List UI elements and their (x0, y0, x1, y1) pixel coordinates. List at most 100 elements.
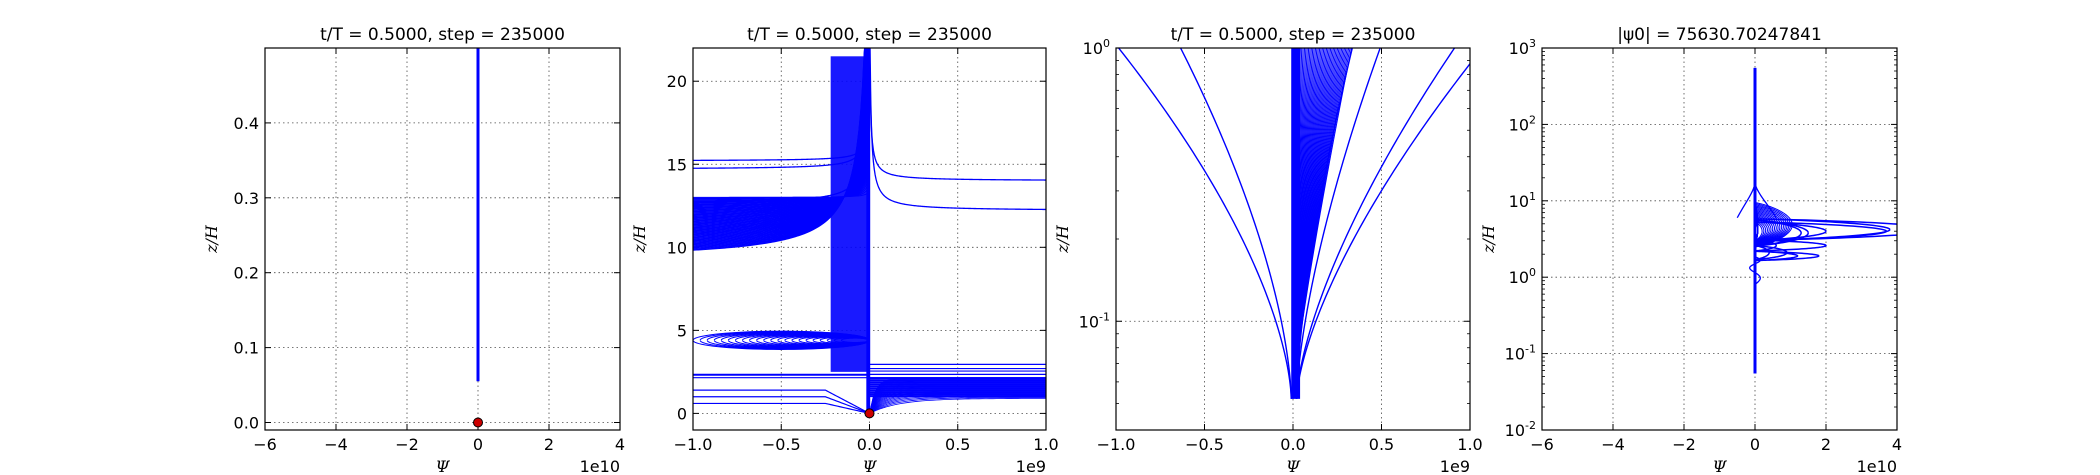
series-line (869, 395, 1046, 414)
dense-fill-left (830, 56, 870, 372)
series-line (693, 402, 868, 414)
series-line (869, 380, 1046, 414)
y-tick-label: 100 (1509, 266, 1536, 287)
series-line (869, 397, 1046, 414)
series-line (1736, 182, 1756, 219)
x-tick-label: −6 (253, 435, 277, 454)
y-tick-label: 103 (1509, 37, 1536, 58)
x-tick-label: −6 (1530, 435, 1554, 454)
series-line (869, 378, 1046, 414)
chart-panel-3: −1.0 −0.5 0.0 0.5 1.0 10-1 100 t/T = 0.5000, st… (1053, 25, 1483, 475)
series-line (869, 387, 1046, 414)
x-tick-label: 0.0 (857, 435, 882, 454)
x-offset-label: 1e9 (1440, 457, 1470, 475)
plot-lines (1117, 48, 1470, 399)
y-tick-label: 0.4 (234, 114, 259, 133)
x-axis-label: Ψ (1286, 457, 1301, 475)
y-tick-label: 15 (667, 155, 687, 174)
y-tick-label: 10-2 (1505, 419, 1536, 440)
series-line (869, 382, 1046, 414)
series-line (869, 379, 1046, 414)
central-column (1291, 48, 1301, 399)
y-tick-label: 101 (1509, 190, 1536, 211)
plot-frame (264, 47, 621, 431)
series-line (869, 389, 1046, 414)
y-tick-label: 10-1 (1079, 310, 1110, 331)
series-line (869, 394, 1046, 414)
series-line (869, 393, 1046, 414)
chart-panel-2: −1.0 −0.5 0.0 0.5 1.0 0 5 10 15 20 t/T = 0.5000, s… (630, 25, 1059, 475)
series-line (1117, 48, 1292, 399)
series-line (1754, 244, 1788, 261)
series-line (869, 384, 1046, 414)
y-tick-label: 102 (1509, 113, 1536, 134)
x-tick-label: 4 (615, 435, 625, 454)
series-line (693, 396, 868, 414)
series-line (869, 386, 1046, 414)
chart-panel-1: −6 −4 −2 0 2 4 0.0 0.1 0.2 0.3 0.4 t/T = 0.5000, st… (202, 25, 625, 475)
chart-title: t/T = 0.5000, step = 235000 (747, 25, 992, 45)
series-line (869, 62, 1046, 181)
y-tick-label: 10 (667, 238, 687, 257)
x-tick-label: 0.5 (945, 435, 970, 454)
series-line (869, 383, 1046, 414)
series-line (869, 48, 1046, 211)
series-line (869, 385, 1046, 414)
plot-lines (1736, 67, 1897, 374)
series-line (869, 388, 1046, 414)
x-tick-label: 0 (473, 435, 483, 454)
series-line (1754, 182, 1777, 219)
x-offset-label: 1e9 (1016, 457, 1046, 475)
plot-lines (693, 48, 1046, 417)
plot-frame (1541, 47, 1898, 431)
x-offset-label: 1e10 (580, 457, 620, 475)
x-tick-label: 2 (544, 435, 554, 454)
series-line (869, 398, 1046, 414)
y-tick-label: 0.0 (234, 414, 259, 433)
series-line (1749, 255, 1761, 286)
series-line (1295, 48, 1456, 399)
x-tick-label: 0 (1750, 435, 1760, 454)
y-axis-label: z/H (1053, 224, 1072, 254)
plot-frame (1115, 47, 1471, 431)
series-line (869, 396, 1046, 414)
chart-title: t/T = 0.5000, step = 235000 (320, 25, 565, 45)
x-tick-label: 1.0 (1457, 435, 1482, 454)
x-tick-label: 0.5 (1369, 435, 1394, 454)
series-line (1754, 250, 1820, 262)
series-line (693, 389, 869, 413)
y-axis-label: z/H (202, 224, 221, 254)
x-tick-label: −4 (324, 435, 348, 454)
series-line (1753, 202, 1793, 248)
series-line (1179, 48, 1292, 399)
y-tick-label: 10-1 (1505, 343, 1536, 364)
chart-panel-4: −6 −4 −2 0 2 4 10-2 10-1 100 101 102 103 |ψ0| = 7563… (1479, 25, 1902, 475)
series-line (869, 392, 1046, 414)
plot-frame (692, 47, 1047, 431)
x-axis-label: Ψ (435, 457, 450, 475)
x-axis-label: Ψ (862, 457, 877, 475)
series-line (869, 383, 1046, 414)
x-tick-label: 0.0 (1280, 435, 1305, 454)
chart-title: |ψ0| = 75630.70247841 (1617, 25, 1822, 45)
y-axis-label: z/H (630, 224, 649, 254)
y-tick-label: 0.1 (234, 339, 259, 358)
x-tick-label: 2 (1821, 435, 1831, 454)
series-line (869, 393, 1046, 414)
chart-title: t/T = 0.5000, step = 235000 (1171, 25, 1416, 45)
central-column (866, 48, 871, 417)
y-tick-label: 100 (1083, 37, 1110, 58)
x-tick-label: −0.5 (762, 435, 801, 454)
x-tick-label: 4 (1892, 435, 1902, 454)
x-offset-label: 1e10 (1857, 457, 1897, 475)
y-tick-label: 5 (677, 321, 687, 340)
x-tick-label: −1.0 (1097, 435, 1136, 454)
series-line (1295, 62, 1470, 399)
origin-marker (473, 417, 483, 428)
series-line (869, 381, 1046, 414)
x-axis-label: Ψ (1712, 457, 1727, 475)
series-line (869, 378, 1046, 414)
x-tick-label: −2 (395, 435, 419, 454)
series-line (869, 388, 1046, 414)
